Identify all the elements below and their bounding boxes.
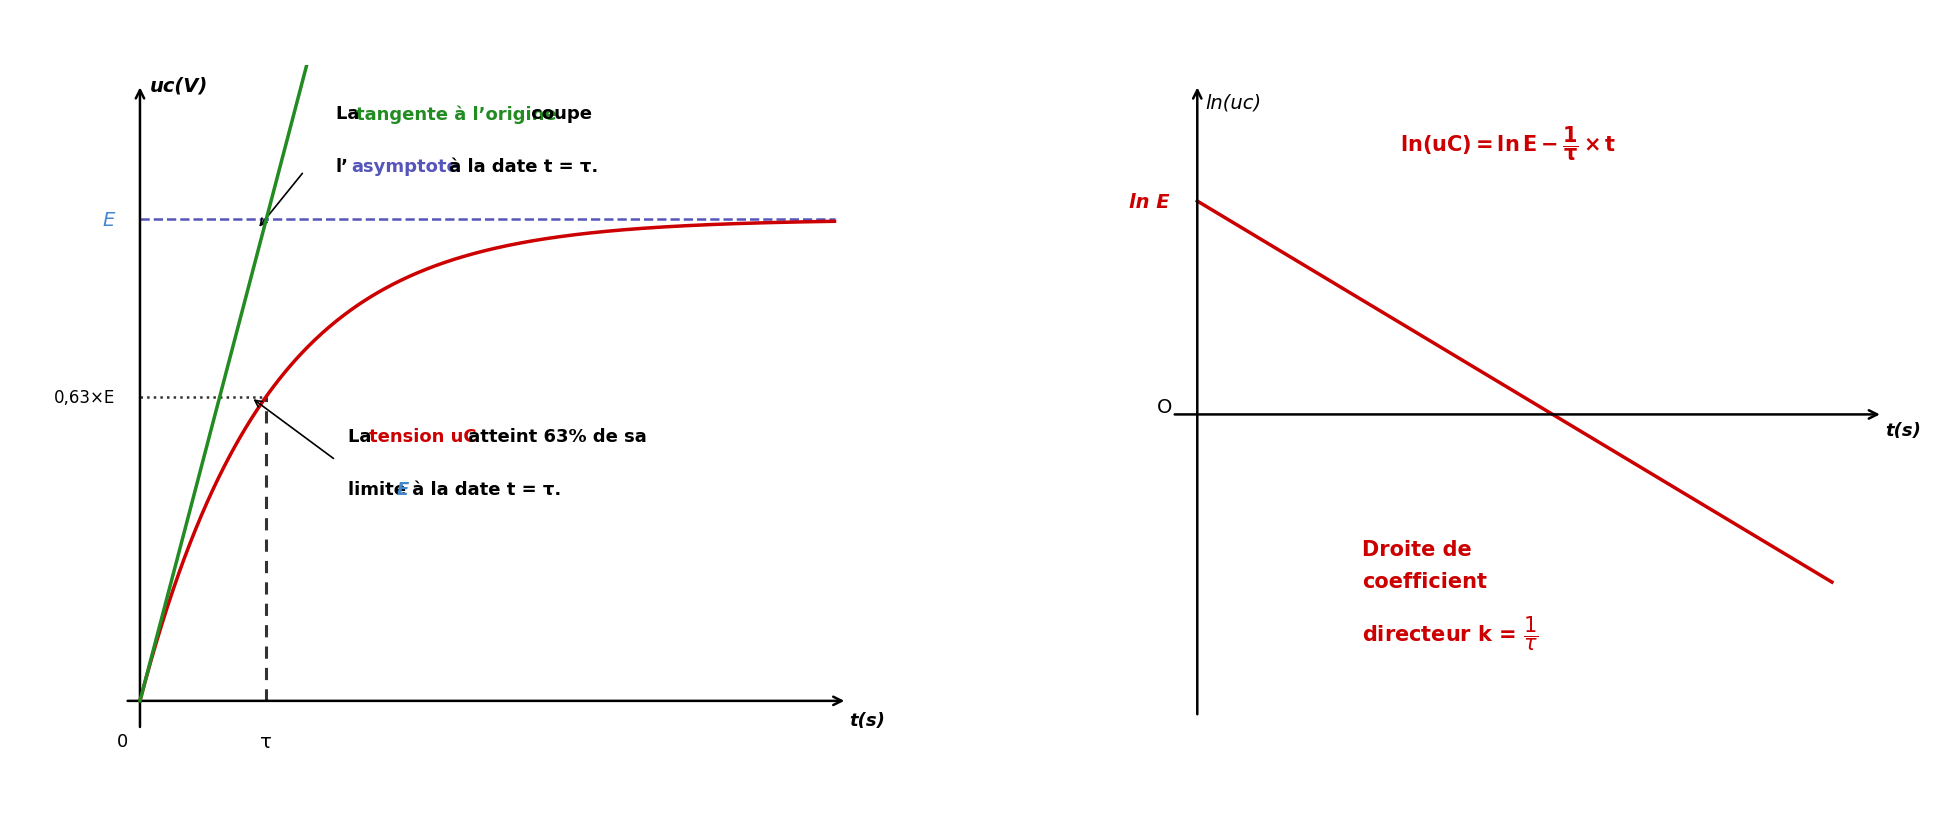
Text: 0: 0 (117, 732, 127, 750)
Text: uc(V): uc(V) (150, 76, 209, 95)
Text: O: O (1157, 398, 1172, 417)
Text: t(s): t(s) (1886, 422, 1921, 439)
Text: limite: limite (348, 480, 412, 499)
Text: La: La (336, 105, 365, 123)
Text: La: La (348, 428, 377, 446)
Text: atteint 63% de sa: atteint 63% de sa (461, 428, 647, 446)
Text: l’: l’ (336, 158, 348, 176)
Text: à la date t = τ.: à la date t = τ. (406, 480, 561, 499)
Text: tension uC: tension uC (369, 428, 477, 446)
Text: à la date t = τ.: à la date t = τ. (444, 158, 598, 176)
Text: E: E (102, 211, 115, 230)
Text: asymptote: asymptote (352, 158, 459, 176)
Text: E: E (397, 480, 408, 499)
Text: ln(uc): ln(uc) (1206, 93, 1260, 112)
Text: coupe: coupe (526, 105, 592, 123)
Text: t(s): t(s) (850, 711, 885, 729)
Text: Droite de
coefficient
directeur k = $\dfrac{1}{\tau}$: Droite de coefficient directeur k = $\df… (1362, 539, 1540, 653)
Text: 0,63×E: 0,63×E (53, 389, 115, 407)
Text: $\mathbf{ln(uC) = ln\,E - \dfrac{1}{\tau} \times t}$: $\mathbf{ln(uC) = ln\,E - \dfrac{1}{\tau… (1401, 124, 1616, 163)
Text: ln E: ln E (1129, 193, 1168, 211)
Text: τ: τ (260, 732, 272, 751)
Text: tangente à l’origine: tangente à l’origine (356, 105, 557, 123)
